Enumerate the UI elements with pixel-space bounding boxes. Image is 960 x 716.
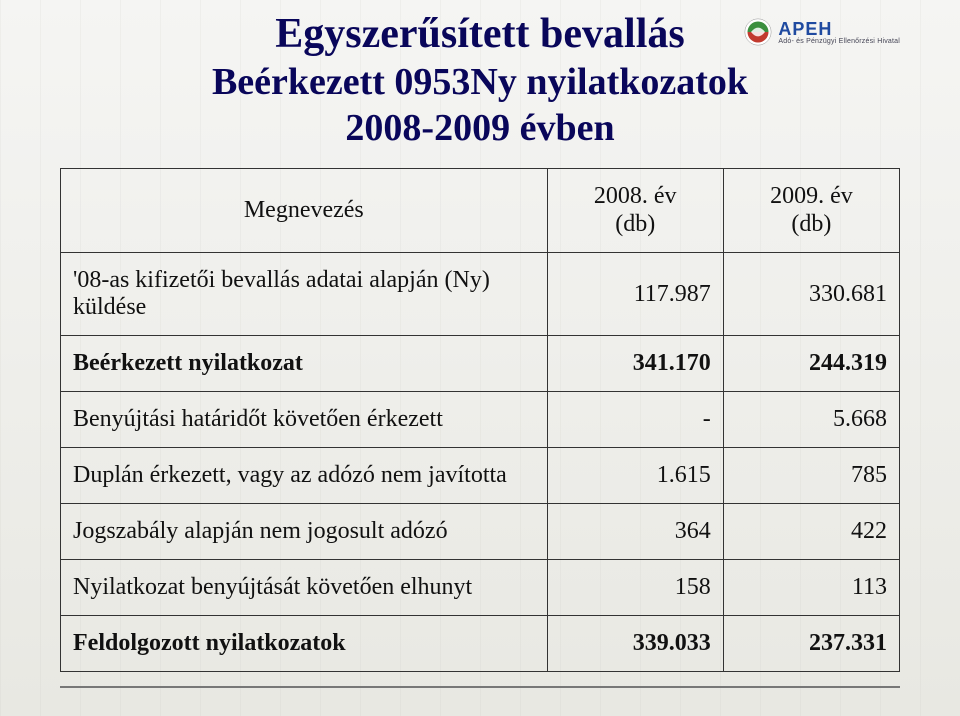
cell-2009: 5.668 xyxy=(723,392,899,448)
cell-2009: 785 xyxy=(723,448,899,504)
col-header-2009: 2009. év (db) xyxy=(723,169,899,253)
cell-name: '08-as kifizetői bevallás adatai alapján… xyxy=(61,253,548,336)
cell-2009: 113 xyxy=(723,560,899,616)
col-header-2008: 2008. év (db) xyxy=(547,169,723,253)
logo-subtitle: Adó- és Pénzügyi Ellenőrzési Hivatal xyxy=(778,38,900,45)
cell-name: Nyilatkozat benyújtását követően elhunyt xyxy=(61,560,548,616)
cell-2008: 339.033 xyxy=(547,616,723,672)
cell-name: Feldolgozott nyilatkozatok xyxy=(61,616,548,672)
apeh-logo-mark-icon xyxy=(744,18,772,46)
cell-name: Duplán érkezett, vagy az adózó nem javít… xyxy=(61,448,548,504)
col-header-name: Megnevezés xyxy=(61,169,548,253)
cell-2008: 1.615 xyxy=(547,448,723,504)
table-body: '08-as kifizetői bevallás adatai alapján… xyxy=(61,253,900,672)
cell-name: Beérkezett nyilatkozat xyxy=(61,336,548,392)
cell-2009: 237.331 xyxy=(723,616,899,672)
table-row: Jogszabály alapján nem jogosult adózó 36… xyxy=(61,504,900,560)
cell-2008: 158 xyxy=(547,560,723,616)
table-row: Beérkezett nyilatkozat 341.170 244.319 xyxy=(61,336,900,392)
apeh-logo-text: APEH Adó- és Pénzügyi Ellenőrzési Hivata… xyxy=(778,20,900,45)
footer-rule xyxy=(60,686,900,688)
cell-name: Jogszabály alapján nem jogosult adózó xyxy=(61,504,548,560)
col-header-name-l1: Megnevezés xyxy=(244,197,364,223)
cell-2008: 364 xyxy=(547,504,723,560)
table-row: '08-as kifizetői bevallás adatai alapján… xyxy=(61,253,900,336)
col-header-2009-l2: (db) xyxy=(791,211,831,237)
col-header-2008-l1: 2008. év xyxy=(594,183,677,209)
table-row: Benyújtási határidőt követően érkezett -… xyxy=(61,392,900,448)
cell-2008: - xyxy=(547,392,723,448)
cell-2008: 117.987 xyxy=(547,253,723,336)
table-row: Nyilatkozat benyújtását követően elhunyt… xyxy=(61,560,900,616)
table-header-row: Megnevezés 2008. év (db) 2009. év (db) xyxy=(61,169,900,253)
cell-2008: 341.170 xyxy=(547,336,723,392)
title-sub1: Beérkezett 0953Ny nyilatkozatok xyxy=(60,60,900,104)
table-row: Duplán érkezett, vagy az adózó nem javít… xyxy=(61,448,900,504)
data-table: Megnevezés 2008. év (db) 2009. év (db) xyxy=(60,168,900,672)
logo-acronym: APEH xyxy=(778,20,900,38)
slide: APEH Adó- és Pénzügyi Ellenőrzési Hivata… xyxy=(0,0,960,716)
table-row: Feldolgozott nyilatkozatok 339.033 237.3… xyxy=(61,616,900,672)
cell-name: Benyújtási határidőt követően érkezett xyxy=(61,392,548,448)
apeh-logo: APEH Adó- és Pénzügyi Ellenőrzési Hivata… xyxy=(744,18,900,46)
cell-2009: 422 xyxy=(723,504,899,560)
cell-2009: 330.681 xyxy=(723,253,899,336)
title-sub2: 2008-2009 évben xyxy=(60,106,900,150)
col-header-2008-l2: (db) xyxy=(615,211,655,237)
cell-2009: 244.319 xyxy=(723,336,899,392)
col-header-2009-l1: 2009. év xyxy=(770,183,853,209)
